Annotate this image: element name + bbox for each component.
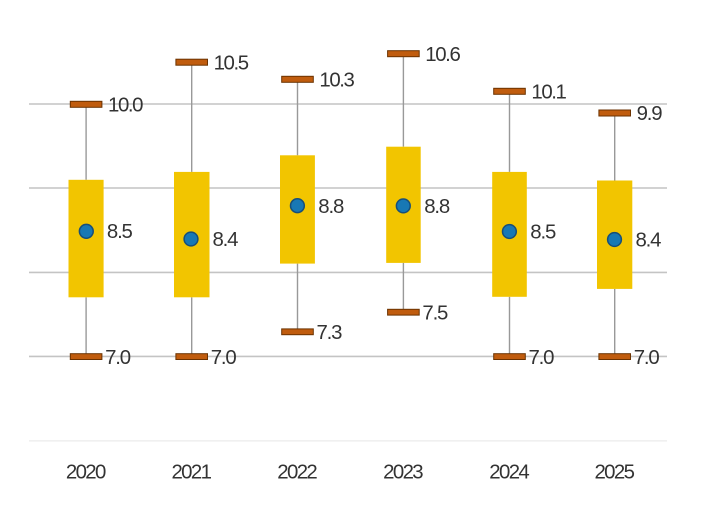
svg-text:2020: 2020 (66, 461, 107, 483)
svg-text:7.3: 7.3 (317, 322, 343, 344)
svg-text:2023: 2023 (383, 461, 424, 483)
svg-text:7.5: 7.5 (422, 302, 448, 324)
svg-text:10.1: 10.1 (531, 82, 567, 104)
svg-text:8.8: 8.8 (318, 196, 344, 218)
svg-text:8.4: 8.4 (636, 230, 662, 252)
svg-text:7.0: 7.0 (105, 347, 131, 369)
svg-text:10.3: 10.3 (319, 70, 355, 92)
svg-text:10.5: 10.5 (214, 52, 250, 74)
svg-text:8.4: 8.4 (213, 229, 239, 251)
svg-text:7.0: 7.0 (529, 347, 555, 369)
svg-text:2021: 2021 (171, 461, 212, 483)
svg-text:10.0: 10.0 (108, 95, 144, 117)
svg-text:8.5: 8.5 (107, 221, 133, 243)
svg-text:10.6: 10.6 (425, 44, 461, 66)
svg-text:8.8: 8.8 (424, 196, 450, 218)
svg-text:7.0: 7.0 (634, 347, 660, 369)
svg-text:8.5: 8.5 (530, 222, 556, 244)
svg-text:2022: 2022 (277, 461, 318, 483)
svg-text:7.0: 7.0 (211, 347, 237, 369)
svg-text:9.9: 9.9 (637, 103, 663, 125)
svg-text:2024: 2024 (489, 461, 530, 483)
svg-text:2025: 2025 (594, 461, 635, 483)
